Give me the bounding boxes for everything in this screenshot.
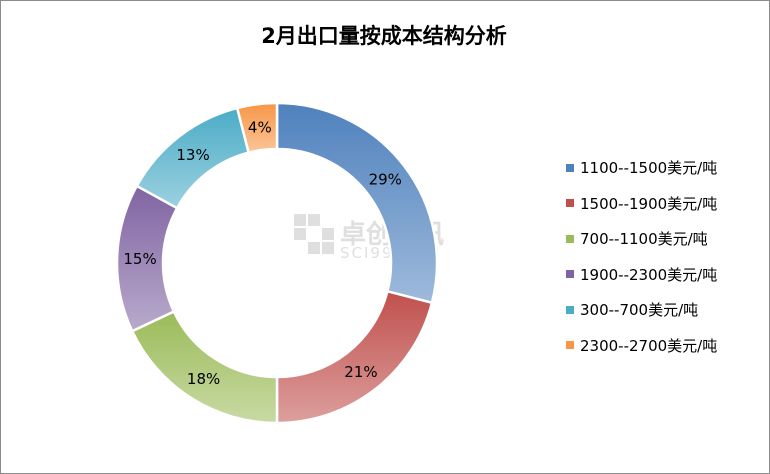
data-label-5: 13%: [176, 146, 209, 164]
donut-slice-3: [130, 309, 279, 425]
legend-item-5: 300--700美元/吨: [566, 292, 766, 328]
data-labels: 29% 21% 18% 15% 13% 4%: [123, 119, 402, 389]
legend-swatch: [566, 341, 574, 350]
legend-swatch: [566, 305, 574, 314]
legend-swatch: [566, 199, 574, 208]
legend-item-2: 1500--1900美元/吨: [566, 186, 766, 222]
watermark-logo-icon: [294, 214, 334, 254]
legend-label: 300--700美元/吨: [580, 301, 699, 320]
data-label-6: 4%: [248, 119, 272, 137]
legend-label: 700--1100美元/吨: [580, 230, 708, 249]
legend-item-1: 1100--1500美元/吨: [566, 150, 766, 186]
legend-swatch: [566, 234, 574, 243]
data-label-1: 29%: [369, 171, 402, 189]
legend-label: 1100--1500美元/吨: [580, 159, 718, 178]
legend-label: 1900--2300美元/吨: [580, 265, 718, 284]
legend: 1100--1500美元/吨 1500--1900美元/吨 700--1100美元/…: [566, 150, 766, 363]
legend-label: 1500--1900美元/吨: [580, 194, 718, 213]
donut-slices: [115, 101, 439, 425]
legend-item-3: 700--1100美元/吨: [566, 221, 766, 257]
data-label-4: 15%: [123, 250, 156, 268]
legend-swatch: [566, 163, 574, 172]
data-label-2: 21%: [344, 363, 377, 381]
legend-item-6: 2300--2700美元/吨: [566, 328, 766, 364]
donut-slice-6: [235, 101, 279, 155]
legend-label: 2300--2700美元/吨: [580, 336, 718, 355]
chart-title: 2月出口量按成本结构分析: [261, 24, 507, 48]
data-label-3: 18%: [187, 370, 220, 388]
legend-item-4: 1900--2300美元/吨: [566, 257, 766, 293]
donut-slice-2: [275, 289, 434, 425]
donut-slice-1: [275, 101, 439, 305]
legend-swatch: [566, 270, 574, 279]
